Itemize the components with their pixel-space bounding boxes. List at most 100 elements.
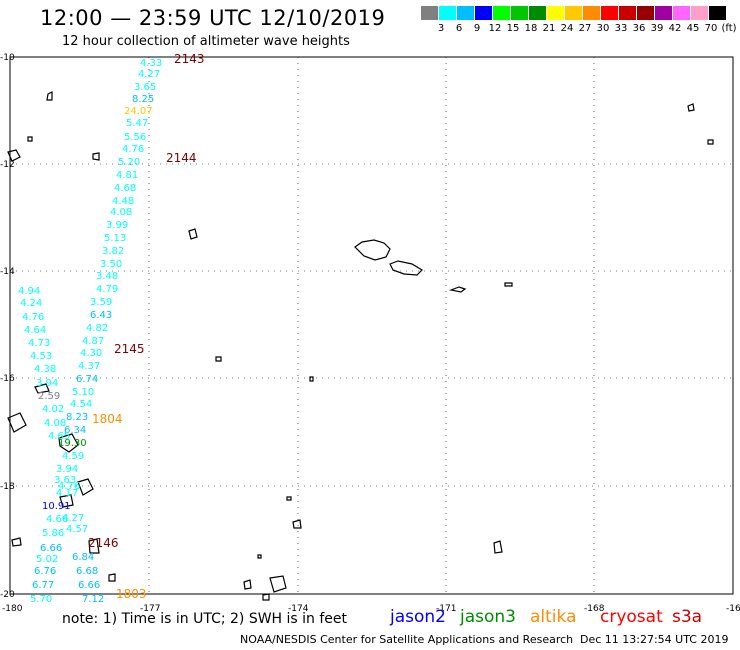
wave-height-value: 5.13: [104, 233, 126, 244]
wave-height-value: 10.91: [42, 501, 71, 512]
coastlines: [7, 91, 714, 601]
wave-height-value: 2.59: [38, 391, 60, 402]
wave-height-value: 4.27: [62, 513, 84, 524]
island-tonga-f: [34, 383, 50, 394]
island-dot-e: [27, 136, 33, 142]
wave-height-value: 4.76: [122, 144, 144, 155]
map-frame: [9, 56, 734, 595]
colorbar-swatch: [493, 6, 510, 20]
wave-height-value: 4.48: [112, 196, 134, 207]
colorbar-label: 9: [473, 23, 481, 34]
island-tonga-a: [58, 433, 79, 453]
colorbar-swatch: [637, 6, 654, 20]
pass-id-label: 2146: [88, 536, 119, 550]
wave-height-value: 6.74: [76, 374, 98, 385]
wave-height-value: 4.54: [70, 399, 92, 410]
x-tick-label: -180: [2, 604, 23, 614]
island-dot-d: [286, 496, 292, 501]
wave-height-value: 5.86: [42, 528, 64, 539]
colorbar-swatch: [583, 6, 600, 20]
colorbar-swatch: [457, 6, 474, 20]
wave-height-value: 4.17: [56, 488, 78, 499]
wave-height-value: 5.47: [126, 118, 148, 129]
wave-height-value: 4.30: [80, 348, 102, 359]
satellite-legend-entry: jason3: [460, 607, 516, 627]
colorbar-label: 15: [506, 23, 520, 34]
wave-height-value: 5.10: [72, 387, 94, 398]
footer-timestamp: Dec 11 13:27:54 UTC 2019: [580, 633, 729, 646]
island-tonga-e: [292, 519, 302, 529]
wave-height-value: 6.84: [72, 552, 94, 563]
satellite-legend-entry: jason2: [390, 607, 446, 627]
colorbar-label: 12: [488, 23, 502, 34]
colorbar-swatch: [619, 6, 636, 20]
wave-height-value: 6.66: [78, 580, 100, 591]
wave-height-value: 4.38: [34, 364, 56, 375]
island-savaii: [354, 239, 391, 261]
wave-height-value: 4.37: [78, 361, 100, 372]
island-fiji-west: [7, 412, 27, 433]
wave-height-value: 3.94: [56, 464, 78, 475]
wave-height-value: 4.81: [116, 170, 138, 181]
graticule: [9, 56, 734, 595]
wave-height-value: 3.50: [100, 259, 122, 270]
y-tick-label: -14: [0, 267, 15, 277]
island-tonga-b: [77, 478, 94, 496]
colorbar-label: 21: [542, 23, 556, 34]
wave-height-value: 6.43: [90, 310, 112, 321]
pass-labels: 2143 2144 2145 1804 2146 1803: [88, 52, 205, 601]
wave-height-value: 4.87: [82, 336, 104, 347]
wave-height-value: 19.30: [58, 438, 87, 449]
x-tick-label: -168: [584, 604, 605, 614]
colorbar-swatch: [691, 6, 708, 20]
satellite-legend-entry: s3a: [672, 607, 703, 627]
pass-id-label: 2143: [174, 52, 205, 66]
wave-height-value: 5.02: [36, 554, 58, 565]
island-tonga-g: [46, 91, 53, 101]
island-swains: [687, 103, 695, 112]
island-small-c: [188, 228, 198, 240]
colorbar-label: 27: [578, 23, 592, 34]
wave-height-value: 4.64: [24, 325, 46, 336]
island-dot-f: [257, 554, 262, 559]
satellite-legend-entry: cryosat: [600, 607, 663, 627]
colorbar-label: 42: [668, 23, 682, 34]
pass-id-label: 2144: [166, 151, 197, 165]
satellite-legend-entry: altika: [530, 607, 577, 627]
island-upolu: [389, 260, 423, 276]
island-lau-c: [262, 593, 270, 601]
island-dot-c: [309, 376, 314, 382]
island-tonga-c: [59, 494, 74, 508]
wave-height-value: 5.70: [30, 594, 52, 605]
y-tick-label: -18: [0, 482, 15, 492]
wave-height-value: 4.66: [46, 514, 68, 525]
wave-height-value: 6.76: [34, 566, 56, 577]
island-fiji-north: [7, 149, 21, 162]
pass-id-label: 1804: [92, 412, 123, 426]
colorbar-swatch: [601, 6, 618, 20]
colorbar-label: 70: [704, 23, 718, 34]
colorbar-swatch: [565, 6, 582, 20]
wave-height-value: 3.59: [90, 297, 112, 308]
wave-height-value: 3.94: [36, 378, 58, 389]
island-tonga-d: [88, 538, 100, 554]
wave-height-value: 3.63: [54, 475, 76, 486]
colorbar-label: 39: [650, 23, 664, 34]
x-tick-label: -174: [288, 604, 309, 614]
wave-height-value: 4.82: [86, 323, 108, 334]
colorbar-label: 30: [596, 23, 610, 34]
footer-credit: NOAA/NESDIS Center for Satellite Applica…: [240, 633, 574, 646]
wave-height-value: 6.66: [40, 543, 62, 554]
y-tick-label: -12: [0, 160, 15, 170]
x-tick-label: -171: [436, 604, 456, 614]
colorbar-swatch: [439, 6, 456, 20]
colorbar-label: (ft): [721, 23, 737, 34]
wave-height-value: 4.76: [58, 481, 80, 492]
wave-height-value: 3.82: [102, 246, 124, 257]
wave-height-value: 6.68: [76, 566, 98, 577]
map-title: 12:00 — 23:59 UTC 12/10/2019: [40, 6, 386, 30]
wave-height-value: 8.23: [66, 412, 88, 423]
footer-note: note: 1) Time is in UTC; 2) SWH is in fe…: [62, 611, 348, 627]
wave-height-value: 4.08: [110, 207, 132, 218]
